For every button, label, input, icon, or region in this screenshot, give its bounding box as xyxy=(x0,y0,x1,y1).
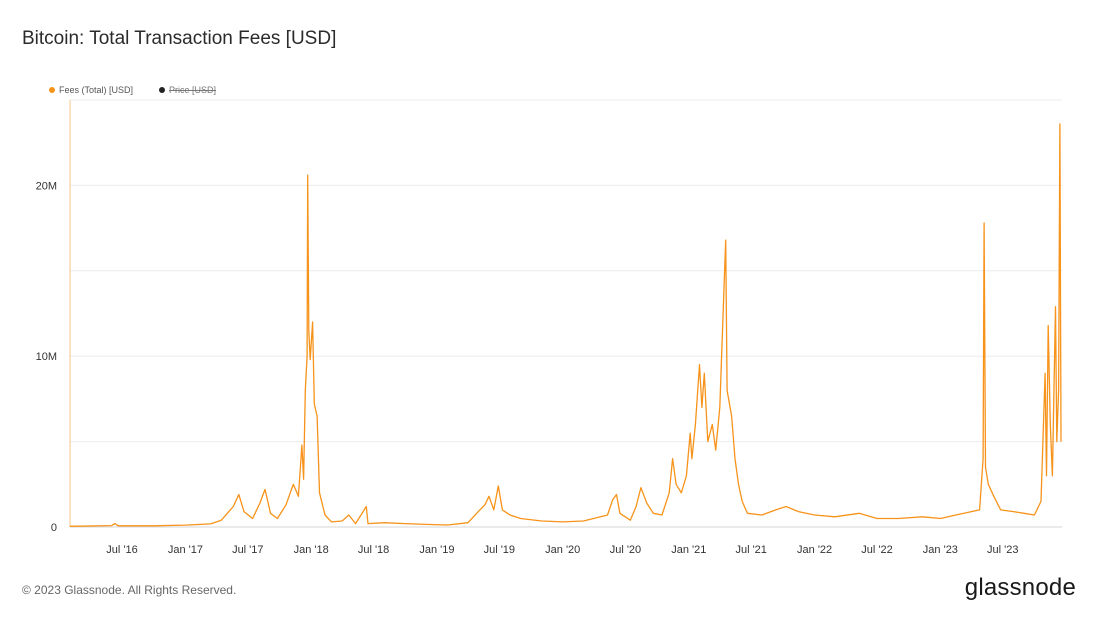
x-tick-label: Jan '17 xyxy=(168,544,203,556)
x-tick-label: Jul '21 xyxy=(735,544,766,556)
y-tick-label: 20M xyxy=(36,180,57,192)
legend-label-price: Price [USD] xyxy=(169,85,217,95)
x-tick-label: Jan '20 xyxy=(545,544,580,556)
y-axis-ticks: 0 10M 20M xyxy=(36,180,57,534)
x-tick-label: Jul '22 xyxy=(861,544,892,556)
legend-price-dot-icon xyxy=(159,87,166,93)
x-tick-label: Jul '20 xyxy=(610,544,641,556)
chart-title: Bitcoin: Total Transaction Fees [USD] xyxy=(22,28,337,49)
y-tick-label: 0 xyxy=(51,522,57,534)
x-tick-label: Jul '16 xyxy=(106,544,137,556)
chart-legend: Fees (Total) [USD] Price [USD] xyxy=(49,85,216,95)
legend-item-fees[interactable]: Fees (Total) [USD] xyxy=(49,85,133,95)
legend-label-fees: Fees (Total) [USD] xyxy=(59,85,134,95)
brand-logo: glassnode xyxy=(964,574,1076,601)
y-tick-label: 10M xyxy=(36,351,57,363)
copyright-text: © 2023 Glassnode. All Rights Reserved. xyxy=(22,583,237,597)
x-tick-label: Jan '19 xyxy=(419,544,454,556)
chart-gridlines xyxy=(70,99,1062,443)
x-tick-label: Jul '19 xyxy=(484,544,515,556)
x-tick-label: Jan '23 xyxy=(923,544,958,556)
x-tick-label: Jan '18 xyxy=(294,544,329,556)
series-line-fees xyxy=(69,123,1062,527)
x-axis-ticks: Jul '16 Jan '17 Jul '17 Jan '18 Jul '18 Jan '… xyxy=(106,544,1018,556)
x-tick-label: Jul '23 xyxy=(987,544,1018,556)
legend-item-price[interactable]: Price [USD] xyxy=(159,85,216,95)
x-tick-label: Jan '22 xyxy=(797,544,832,556)
legend-fees-dot-icon xyxy=(49,87,55,93)
x-tick-label: Jul '17 xyxy=(232,544,263,556)
x-tick-label: Jan '21 xyxy=(671,544,706,556)
x-tick-label: Jul '18 xyxy=(358,544,389,556)
